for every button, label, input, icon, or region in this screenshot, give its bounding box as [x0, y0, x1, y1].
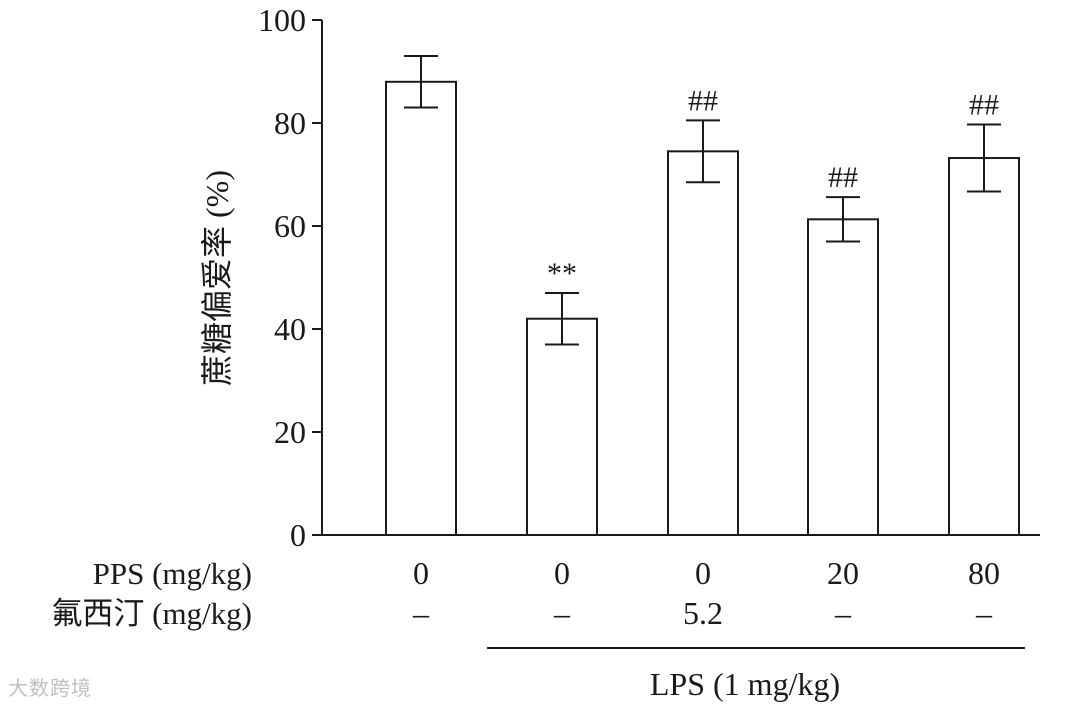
bar-1	[526, 317, 598, 537]
condition-rows: PPS (mg/kg) 0 0 0 20 80 氟西汀 (mg/kg) – – 5.2 – –	[51, 555, 1000, 631]
row-1-value-2: 5.2	[683, 595, 723, 631]
error-bars	[404, 55, 1001, 346]
row-1-value-0: –	[412, 595, 430, 631]
bar-2	[667, 150, 739, 536]
y-axis: 0 20 40 60 80 100	[258, 2, 1040, 553]
row-1-value-3: –	[834, 595, 852, 631]
watermark-logo: 大数跨境	[8, 676, 92, 700]
y-tick-label-2: 40	[274, 311, 306, 347]
y-tick-label-1: 20	[274, 414, 306, 450]
annotations: ** ## ## ##	[547, 84, 999, 290]
row-1-value-4: –	[975, 595, 993, 631]
bar-0	[385, 80, 457, 537]
bars	[385, 80, 1020, 537]
y-tick-label-4: 80	[274, 105, 306, 141]
significance-label-3: ##	[828, 161, 858, 194]
row-0-value-4: 80	[968, 555, 1000, 591]
significance-label-4: ##	[969, 89, 999, 122]
row-0-value-3: 20	[827, 555, 859, 591]
row-0-value-0: 0	[413, 555, 429, 591]
y-tick-label-5: 100	[258, 2, 306, 38]
lps-group-label: LPS (1 mg/kg)	[650, 666, 840, 702]
y-tick-label-0: 0	[290, 517, 306, 553]
significance-label-2: ##	[688, 84, 718, 117]
bar-4	[948, 157, 1020, 537]
significance-label-1: **	[547, 257, 577, 290]
row-label-0: PPS (mg/kg)	[93, 556, 252, 591]
row-1-value-1: –	[553, 595, 571, 631]
row-0-value-1: 0	[554, 555, 570, 591]
row-0-value-2: 0	[695, 555, 711, 591]
bar-3	[807, 218, 879, 536]
y-tick-label-3: 60	[274, 208, 306, 244]
y-axis-label: 蔗糖偏爱率 (%)	[199, 170, 235, 386]
row-label-1: 氟西汀 (mg/kg)	[51, 596, 252, 631]
